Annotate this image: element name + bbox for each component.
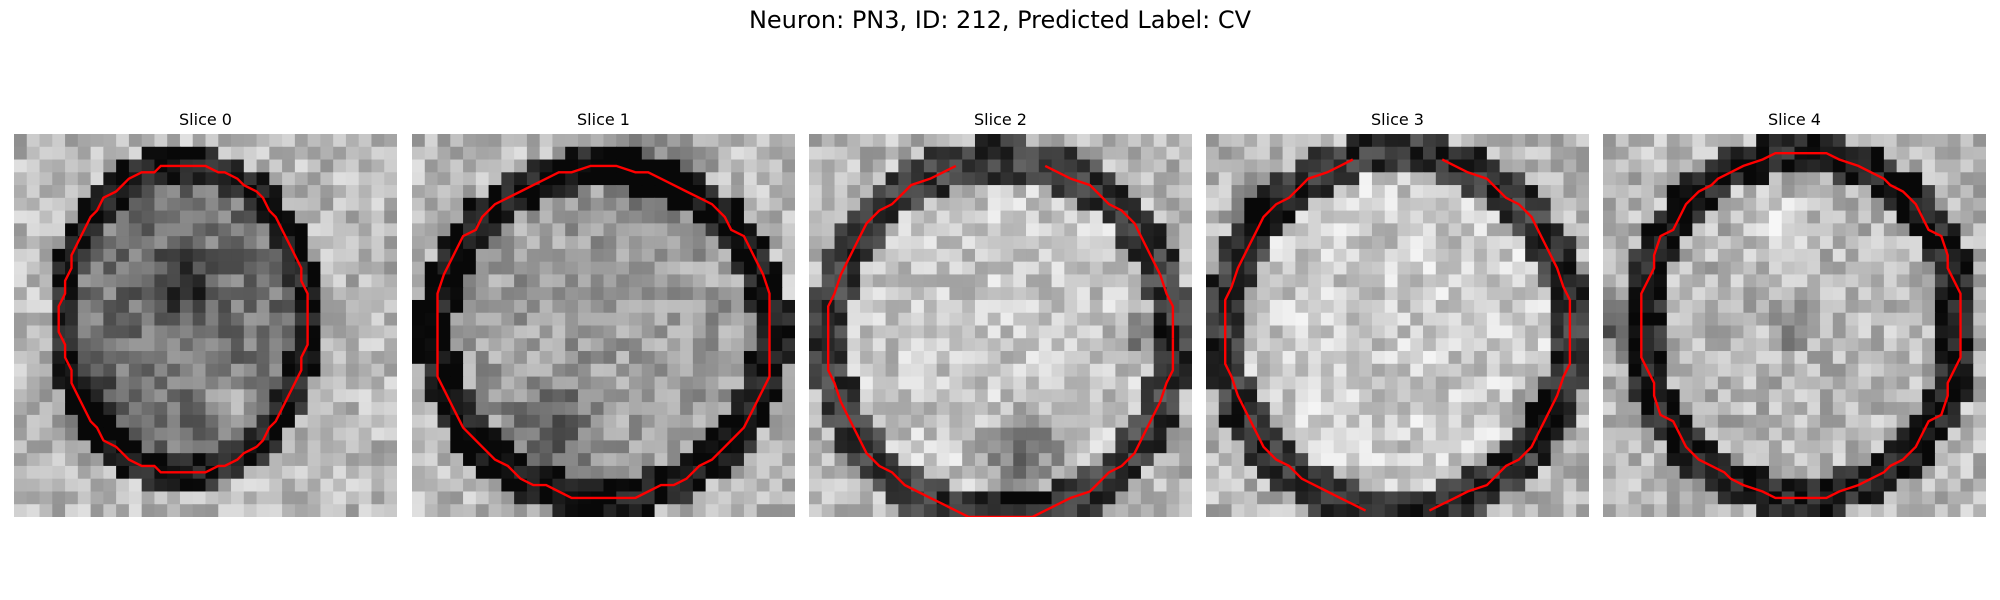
slice-title-4: Slice 4 (1768, 110, 1821, 129)
slice-grayscale-image (14, 134, 397, 517)
segmentation-contour (1044, 164, 1175, 339)
slice-title-1: Slice 1 (577, 110, 630, 129)
slice-title-3: Slice 3 (1371, 110, 1424, 129)
slice-image-4 (1603, 134, 1986, 517)
slice-panel-2: Slice 2 (809, 108, 1192, 517)
slice-image-3 (1206, 134, 1589, 517)
slice-panel-3: Slice 3 (1206, 108, 1589, 517)
slice-grayscale-image (809, 134, 1192, 517)
slice-grayscale-image (412, 134, 795, 517)
slice-panel-0: Slice 0 (14, 108, 397, 517)
slice-grayscale-image (1603, 134, 1986, 517)
segmentation-contour (1441, 158, 1572, 332)
slice-title-2: Slice 2 (974, 110, 1027, 129)
segmentation-contour (57, 164, 309, 474)
slice-title-0: Slice 0 (179, 110, 232, 129)
slice-grayscale-image (1206, 134, 1589, 517)
slice-panel-1: Slice 1 (412, 108, 795, 517)
slice-image-0 (14, 134, 397, 517)
segmentation-contour (436, 164, 771, 500)
slice-image-2 (809, 134, 1192, 517)
slice-image-1 (412, 134, 795, 517)
segmentation-contour (1224, 158, 1367, 512)
segmentation-contour (1640, 152, 1962, 500)
segmentation-contour (1428, 331, 1572, 512)
figure-title: Neuron: PN3, ID: 212, Predicted Label: C… (748, 6, 1252, 34)
slice-panel-4: Slice 4 (1603, 108, 1986, 517)
segmentation-contour (827, 164, 1175, 517)
